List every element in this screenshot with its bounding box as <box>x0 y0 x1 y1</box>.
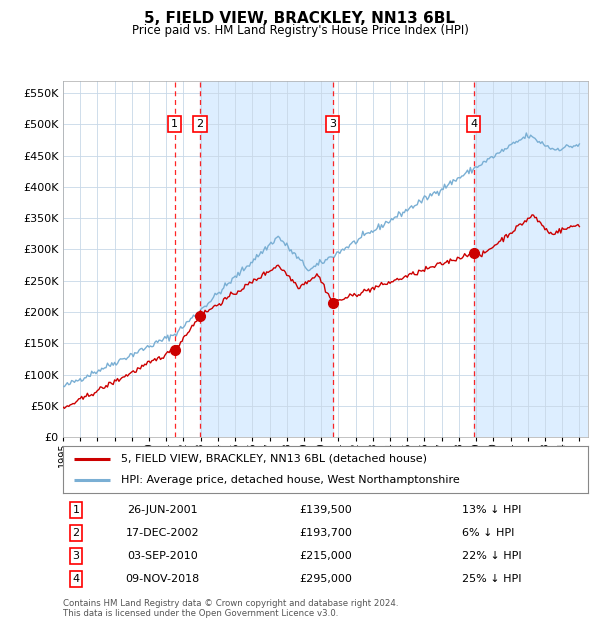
Text: 1: 1 <box>73 505 80 515</box>
Text: £295,000: £295,000 <box>299 574 352 584</box>
Text: 25% ↓ HPI: 25% ↓ HPI <box>462 574 521 584</box>
Text: Price paid vs. HM Land Registry's House Price Index (HPI): Price paid vs. HM Land Registry's House … <box>131 24 469 37</box>
Text: Contains HM Land Registry data © Crown copyright and database right 2024.
This d: Contains HM Land Registry data © Crown c… <box>63 599 398 618</box>
Text: £139,500: £139,500 <box>299 505 352 515</box>
Text: 26-JUN-2001: 26-JUN-2001 <box>127 505 198 515</box>
Text: 4: 4 <box>470 120 477 130</box>
Bar <box>473 81 588 437</box>
Text: 2: 2 <box>73 528 80 538</box>
Text: 3: 3 <box>329 120 336 130</box>
Text: 13% ↓ HPI: 13% ↓ HPI <box>462 505 521 515</box>
Text: 03-SEP-2010: 03-SEP-2010 <box>127 551 198 561</box>
Text: 09-NOV-2018: 09-NOV-2018 <box>125 574 200 584</box>
Text: HPI: Average price, detached house, West Northamptonshire: HPI: Average price, detached house, West… <box>121 476 460 485</box>
Text: 1: 1 <box>171 120 178 130</box>
Text: 5, FIELD VIEW, BRACKLEY, NN13 6BL: 5, FIELD VIEW, BRACKLEY, NN13 6BL <box>145 11 455 25</box>
Text: 2: 2 <box>196 120 203 130</box>
Text: £193,700: £193,700 <box>299 528 352 538</box>
Text: 3: 3 <box>73 551 80 561</box>
Text: 5, FIELD VIEW, BRACKLEY, NN13 6BL (detached house): 5, FIELD VIEW, BRACKLEY, NN13 6BL (detac… <box>121 454 427 464</box>
Text: 4: 4 <box>73 574 80 584</box>
Bar <box>200 81 333 437</box>
Text: £215,000: £215,000 <box>299 551 352 561</box>
Text: 17-DEC-2002: 17-DEC-2002 <box>126 528 200 538</box>
Text: 6% ↓ HPI: 6% ↓ HPI <box>462 528 514 538</box>
Text: 22% ↓ HPI: 22% ↓ HPI <box>462 551 521 561</box>
